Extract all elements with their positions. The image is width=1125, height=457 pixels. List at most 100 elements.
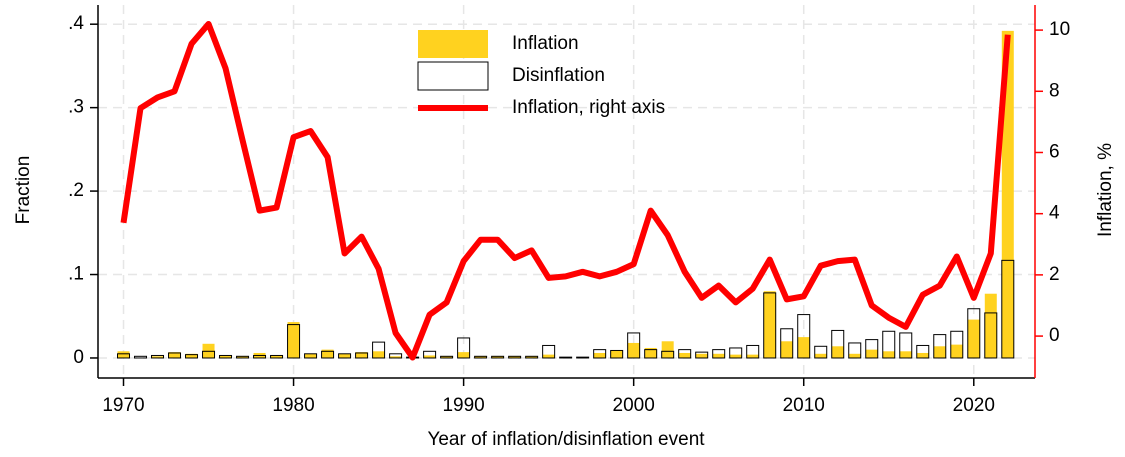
- outline-bar: [559, 356, 573, 359]
- bar: [338, 353, 351, 358]
- bar: [763, 291, 776, 358]
- y-axis-title: Fraction: [13, 156, 34, 225]
- bar: [933, 346, 946, 358]
- outline-bar: [780, 328, 794, 359]
- y2-axis-title: Inflation, %: [1095, 143, 1116, 237]
- x-tick-label: 1970: [102, 395, 144, 416]
- outline-bar: [372, 341, 386, 359]
- bar: [542, 354, 555, 358]
- x-tick-label: 1980: [272, 395, 314, 416]
- bar: [950, 344, 963, 358]
- outline-bar: [899, 332, 913, 359]
- y-tick-label: .3: [68, 97, 84, 118]
- outline-bar: [950, 330, 964, 359]
- outline-bar: [389, 353, 403, 359]
- y-tick-label: .2: [68, 180, 84, 201]
- bar: [729, 354, 742, 358]
- bar: [695, 353, 708, 358]
- outline-bar: [321, 350, 335, 359]
- outline-bar: [763, 292, 777, 359]
- bar: [882, 351, 895, 358]
- bar: [712, 353, 725, 358]
- y2-tick-label: 6: [1049, 142, 1060, 163]
- bar: [525, 356, 538, 358]
- bar: [474, 356, 487, 358]
- outline-bar: [440, 355, 454, 359]
- outline-bar: [967, 308, 981, 359]
- legend-label: Inflation, right axis: [512, 97, 665, 118]
- outline-bar: [984, 312, 998, 359]
- bar: [117, 351, 130, 358]
- bar: [219, 355, 232, 358]
- outline-bar: [338, 353, 352, 359]
- outline-bar: [542, 344, 556, 359]
- outline-bar: [576, 356, 590, 359]
- bar: [185, 353, 198, 358]
- outline-bar: [644, 349, 658, 359]
- outline-bar: [117, 353, 131, 359]
- outline-bar: [916, 344, 930, 359]
- y2-tick-label: 10: [1049, 19, 1070, 40]
- outline-bar: [304, 353, 318, 359]
- outline-bar: [474, 355, 488, 359]
- legend-swatch: [417, 61, 489, 91]
- bar: [831, 346, 844, 358]
- legend-label: Disinflation: [512, 65, 605, 86]
- y-tick-label: .4: [68, 13, 84, 34]
- bar: [389, 356, 402, 358]
- bar: [984, 293, 997, 358]
- y2-tick-label: 0: [1049, 325, 1060, 346]
- bar: [491, 356, 504, 358]
- outline-bar: [746, 344, 760, 359]
- bar: [678, 352, 691, 358]
- bar: [593, 352, 606, 358]
- bar: [457, 352, 470, 358]
- bar: [797, 337, 810, 358]
- bar: [814, 353, 827, 358]
- bar: [151, 356, 164, 358]
- outline-bar: [797, 314, 811, 359]
- outline-bar: [253, 354, 267, 359]
- outline-bar: [593, 349, 607, 359]
- y2-tick-label: 4: [1049, 203, 1060, 224]
- bar: [967, 319, 980, 358]
- outline-bar: [491, 355, 505, 359]
- line: [120, 20, 1011, 361]
- y2-tick-label: 2: [1049, 264, 1060, 285]
- outline-bar: [848, 342, 862, 359]
- outline-bar: [814, 345, 828, 359]
- x-axis-title: Year of inflation/disinflation event: [427, 429, 705, 450]
- x-tick-label: 2010: [783, 395, 825, 416]
- outline-bar: [270, 354, 284, 359]
- bar: [355, 352, 368, 358]
- bar: [916, 352, 929, 358]
- bar: [610, 350, 623, 358]
- outline-bar: [355, 352, 369, 359]
- bar: [236, 356, 249, 358]
- bar: [746, 354, 759, 358]
- outline-bar: [695, 351, 709, 359]
- outline-bar: [457, 337, 471, 359]
- outline-bar: [831, 329, 845, 359]
- y2-tick-label: 8: [1049, 80, 1060, 101]
- bar: [899, 351, 912, 358]
- legend-swatch: [418, 30, 488, 58]
- y-tick-label: .1: [68, 264, 84, 285]
- outline-bar: [678, 349, 692, 359]
- outline-bar: [151, 354, 165, 359]
- outline-bar: [508, 355, 522, 359]
- bar: [372, 351, 385, 358]
- outline-bar: [627, 332, 641, 359]
- outline-bar: [185, 354, 199, 359]
- outline-bar: [865, 339, 879, 359]
- bar: [440, 356, 453, 358]
- bar: [780, 341, 793, 358]
- bar: [287, 322, 300, 358]
- bar: [304, 353, 317, 358]
- outline-bar: [168, 352, 182, 359]
- bar: [848, 353, 861, 358]
- bar: [168, 352, 181, 358]
- x-tick-label: 2020: [953, 395, 995, 416]
- outline-bar: [933, 334, 947, 359]
